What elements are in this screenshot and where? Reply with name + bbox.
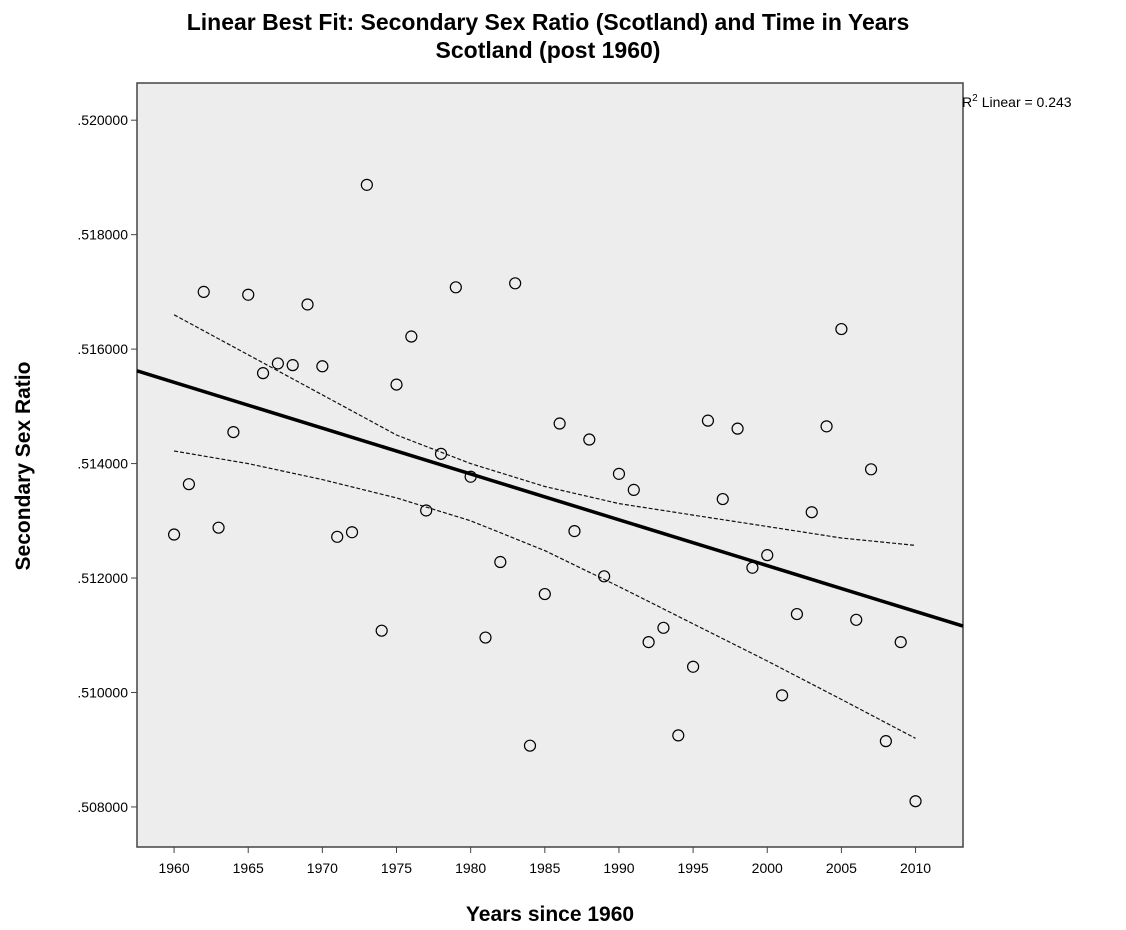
r2-symbol: R (962, 94, 972, 110)
data-point (657, 621, 670, 634)
data-point (434, 447, 448, 460)
fit-line (136, 369, 964, 628)
y-tick-label: .516000 (77, 341, 128, 357)
data-point (464, 470, 477, 483)
data-point (420, 504, 433, 517)
confidence-band (173, 314, 916, 739)
data-point (494, 555, 507, 569)
data-point (879, 735, 892, 748)
y-tick-label: .512000 (77, 570, 128, 586)
fit-line-group (136, 369, 964, 628)
data-point (256, 367, 270, 380)
data-point (716, 492, 729, 506)
data-point (538, 587, 551, 601)
data-point (701, 414, 715, 427)
x-tick-label: 2000 (752, 860, 783, 876)
y-axis-label: Secondary Sex Ratio (12, 362, 35, 571)
data-point (687, 660, 700, 673)
y-tick-label: .510000 (77, 684, 128, 700)
ci-lower-line (173, 450, 916, 739)
data-point (449, 281, 462, 294)
data-point (331, 530, 344, 543)
r2-superscript: 2 (972, 93, 978, 104)
data-point (583, 433, 596, 446)
data-point (360, 178, 373, 191)
data-point (227, 425, 240, 439)
data-point (523, 739, 537, 752)
data-point (553, 417, 566, 430)
y-axis: .508000 .510000 .512000 .514000 .516000 .5180… (77, 112, 137, 815)
data-point (805, 506, 818, 519)
data-points (167, 178, 922, 808)
data-point (731, 422, 744, 435)
data-point (598, 570, 611, 583)
chart-title: Linear Best Fit: Secondary Sex Ratio (Sc… (187, 9, 910, 35)
x-tick-label: 1965 (233, 860, 264, 876)
x-tick-label: 2010 (900, 860, 931, 876)
x-tick-label: 1970 (307, 860, 338, 876)
chart-subtitle: Scotland (post 1960) (436, 37, 661, 63)
data-point (375, 624, 388, 637)
data-point (864, 463, 878, 476)
plot-area (136, 82, 964, 848)
data-point (820, 420, 833, 433)
data-point (642, 636, 655, 649)
data-point (746, 561, 759, 574)
data-point (775, 689, 789, 702)
data-point (850, 613, 863, 626)
x-tick-label: 1985 (529, 860, 560, 876)
data-point (316, 360, 329, 373)
ci-upper-line (173, 314, 916, 546)
data-point (835, 322, 848, 336)
x-tick-label: 1975 (381, 860, 412, 876)
data-point (242, 288, 255, 301)
data-point (182, 478, 196, 491)
data-point (479, 631, 492, 644)
x-tick-label: 1990 (603, 860, 634, 876)
data-point (345, 526, 359, 539)
y-tick-label: .520000 (77, 112, 128, 128)
y-tick-label: .514000 (77, 456, 128, 472)
data-point (212, 521, 225, 534)
x-axis-label: Years since 1960 (466, 903, 634, 926)
data-point (286, 359, 299, 372)
data-point (894, 636, 907, 649)
data-point (627, 483, 640, 496)
x-tick-label: 1980 (455, 860, 486, 876)
data-point (271, 357, 284, 370)
data-point (790, 607, 804, 621)
x-tick-label: 1960 (158, 860, 189, 876)
y-tick-label: .508000 (77, 799, 128, 815)
data-point (390, 378, 403, 391)
x-tick-label: 1995 (678, 860, 709, 876)
x-tick-label: 2005 (826, 860, 857, 876)
data-point (568, 524, 581, 538)
data-point (672, 729, 685, 742)
data-point (197, 285, 210, 298)
data-point (167, 528, 181, 541)
data-point (909, 795, 922, 808)
y-tick-label: .518000 (77, 227, 128, 243)
r2-annotation: R2 Linear = 0.243 (962, 93, 1072, 110)
data-point (509, 277, 522, 290)
data-point (301, 298, 314, 311)
x-axis: 1960 1965 1970 1975 1980 1985 1990 1995 2000 2005… (158, 847, 931, 876)
r2-value: Linear = 0.243 (982, 94, 1072, 110)
data-point (612, 467, 626, 480)
data-point (405, 330, 418, 343)
data-point (761, 549, 774, 562)
